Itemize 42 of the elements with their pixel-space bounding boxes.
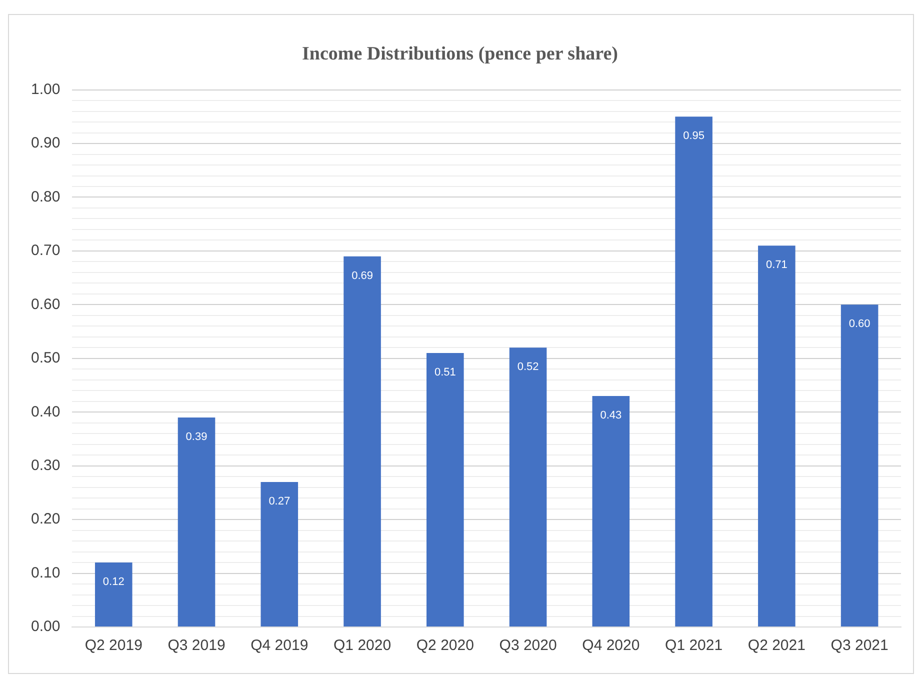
data-label: 0.60 — [848, 318, 870, 330]
bar — [94, 562, 132, 626]
y-tick-label: 1.00 — [30, 80, 60, 98]
y-tick-label: 0.90 — [30, 134, 60, 152]
data-label: 0.27 — [268, 495, 290, 508]
x-tick-label: Q3 2020 — [499, 637, 557, 654]
bar — [592, 396, 630, 626]
bar — [344, 256, 381, 626]
x-tick-label: Q3 2019 — [168, 637, 226, 654]
x-tick-label: Q1 2020 — [334, 637, 392, 654]
y-tick-label: 0.40 — [30, 403, 60, 420]
x-tick-label: Q4 2020 — [582, 637, 640, 654]
x-tick-label: Q2 2020 — [416, 637, 474, 654]
x-tick-label: Q4 2019 — [250, 637, 308, 654]
y-tick-label: 0.10 — [30, 564, 60, 582]
x-tick-label: Q1 2021 — [665, 637, 723, 654]
data-label: 0.12 — [102, 576, 124, 588]
y-tick-label: 0.50 — [30, 350, 60, 367]
x-tick-label: Q3 2021 — [830, 637, 888, 654]
chart-title: Income Distributions (pence per share) — [302, 43, 618, 64]
bar — [758, 246, 796, 626]
y-tick-label: 0.20 — [30, 510, 60, 528]
data-label: 0.52 — [517, 361, 539, 374]
y-tick-label: 0.30 — [30, 456, 60, 474]
bar — [178, 417, 216, 626]
bar — [426, 353, 464, 626]
data-label: 0.71 — [766, 259, 788, 272]
y-tick-label: 0.80 — [30, 188, 60, 206]
y-tick-label: 0.00 — [30, 618, 60, 636]
bar — [840, 304, 878, 626]
y-tick-label: 0.60 — [30, 296, 60, 313]
x-tick-label: Q2 2021 — [748, 637, 806, 654]
bar — [675, 116, 712, 626]
data-label: 0.43 — [600, 410, 622, 422]
data-label: 0.69 — [352, 270, 373, 282]
data-label: 0.39 — [186, 431, 208, 444]
bar — [509, 348, 547, 626]
y-tick-label: 0.70 — [30, 242, 60, 260]
x-tick-label: Q2 2019 — [84, 637, 142, 654]
data-label: 0.51 — [434, 366, 456, 379]
bar — [260, 482, 298, 626]
data-label: 0.95 — [683, 130, 705, 142]
